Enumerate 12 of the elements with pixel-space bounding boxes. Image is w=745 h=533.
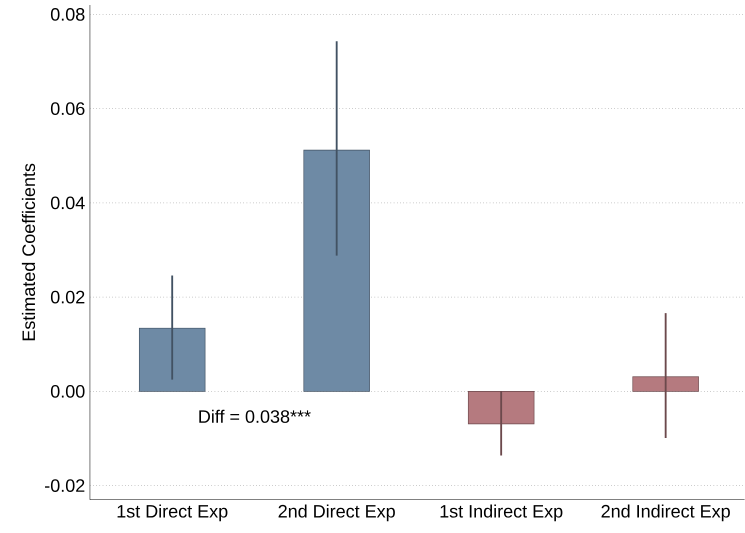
x-tick-label: 2nd Indirect Exp: [602, 504, 730, 522]
y-tick-label: 0.00: [50, 385, 85, 398]
annotation: Diff = 0.038***: [199, 410, 311, 424]
y-tick-label: 0.02: [50, 290, 84, 304]
y-tick-label: 0.08: [50, 8, 84, 21]
y-tick-label: -0.02: [45, 479, 84, 492]
y-tick-label: 0.04: [50, 196, 85, 210]
x-tick-label: 1st Direct Exp: [118, 504, 228, 522]
x-tick-label: 2nd Direct Exp: [278, 504, 395, 522]
y-tick-label: 0.06: [50, 102, 84, 116]
y-axis-title: Estimated Coefficients: [22, 164, 36, 340]
x-tick-label: 1st Indirect Exp: [440, 504, 562, 522]
